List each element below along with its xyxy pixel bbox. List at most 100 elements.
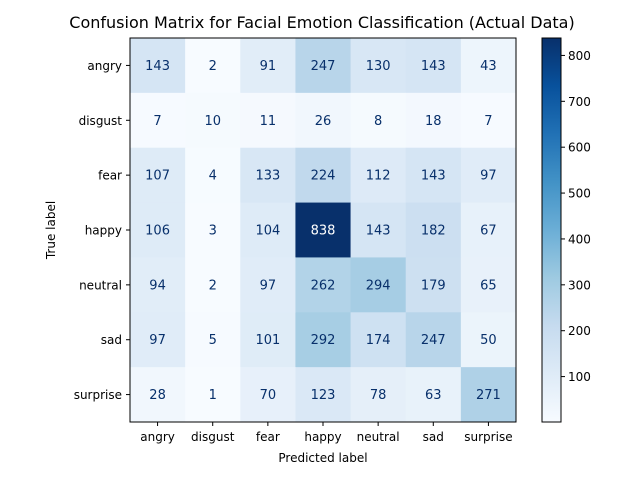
cell-value-label: 112 [366, 169, 391, 184]
cell-value-label: 43 [480, 59, 497, 74]
colorbar-tick-label: 600 [568, 141, 591, 155]
heatmap-cell [185, 38, 241, 94]
colorbar-tick-label: 200 [568, 324, 591, 338]
cell-value-label: 4 [209, 169, 217, 184]
cell-value-label: 271 [476, 388, 501, 403]
x-tick-label: sad [423, 430, 444, 444]
heatmap-cell [185, 257, 241, 313]
cell-value-label: 247 [421, 333, 446, 348]
heatmap-cell [130, 202, 186, 258]
heatmap-cell [405, 257, 462, 313]
heatmap-cell [350, 38, 407, 94]
cell-value-label: 91 [260, 59, 277, 74]
cell-value-label: 7 [153, 114, 161, 129]
heatmap-cell [240, 367, 296, 423]
cell-value-label: 143 [145, 59, 170, 74]
heatmap-cell [405, 367, 462, 423]
colorbar-tick-label: 700 [568, 95, 591, 109]
heatmap-cell [350, 147, 407, 204]
heatmap-cell [240, 38, 296, 94]
heatmap-cell [240, 147, 296, 204]
cell-value-label: 8 [374, 114, 382, 129]
cell-value-label: 224 [311, 169, 336, 184]
cell-value-label: 5 [209, 333, 217, 348]
heatmap-cell [405, 38, 462, 94]
heatmap-cell [405, 92, 462, 149]
cell-value-label: 11 [260, 114, 277, 129]
cell-value-label: 294 [366, 278, 391, 293]
cell-value-label: 292 [311, 333, 336, 348]
heatmap-cell [295, 202, 352, 258]
cell-value-label: 2 [209, 59, 217, 74]
x-axis-label: Predicted label [278, 451, 367, 465]
heatmap-cell [405, 312, 462, 368]
chart-title: Confusion Matrix for Facial Emotion Clas… [69, 13, 574, 32]
cell-value-label: 133 [255, 169, 280, 184]
cell-value-label: 65 [480, 278, 497, 293]
colorbar [541, 37, 562, 423]
cell-value-label: 50 [480, 333, 497, 348]
heatmap-cell [130, 92, 186, 149]
heatmap-cell [350, 367, 407, 423]
heatmap-cell [295, 257, 352, 313]
heatmap-cell [185, 202, 241, 258]
heatmap-cell [185, 147, 241, 204]
cell-value-label: 26 [315, 114, 332, 129]
heatmap-cell [295, 38, 352, 94]
heatmap-cell [295, 367, 352, 423]
heatmap-cell [240, 312, 296, 368]
cell-value-label: 182 [421, 224, 446, 239]
heatmap-cell [130, 312, 186, 368]
heatmap-cell [130, 147, 186, 204]
y-tick-label: sad [101, 333, 122, 347]
heatmap-cell [295, 312, 352, 368]
colorbar-tick-label: 100 [568, 370, 591, 384]
heatmap-cell [460, 38, 517, 94]
cell-value-label: 143 [421, 59, 446, 74]
cell-value-label: 97 [260, 278, 277, 293]
x-tick-label: fear [256, 430, 280, 444]
cell-value-label: 130 [366, 59, 391, 74]
cell-value-label: 7 [484, 114, 492, 129]
heatmap-cell [185, 312, 241, 368]
heatmap-cell [185, 92, 241, 149]
heatmap-cell [460, 147, 517, 204]
heatmap-cell [460, 367, 517, 423]
cell-value-label: 3 [209, 224, 217, 239]
cell-value-label: 262 [311, 278, 336, 293]
heatmap-cell [460, 92, 517, 149]
heatmap-cell [240, 92, 296, 149]
x-tick-label: surprise [464, 430, 512, 444]
cell-value-label: 94 [149, 278, 166, 293]
cell-value-label: 78 [370, 388, 387, 403]
x-axis-ticks: angry disgust fear happy neutral sad surprise [140, 422, 513, 444]
y-tick-label: fear [98, 169, 122, 183]
cell-value-label: 104 [255, 224, 280, 239]
heatmap-cell [350, 202, 407, 258]
y-tick-label: neutral [79, 278, 122, 292]
cell-value-label: 143 [366, 224, 391, 239]
colorbar-tick-label: 500 [568, 187, 591, 201]
x-tick-label: disgust [191, 430, 235, 444]
x-tick-label: happy [304, 430, 341, 444]
cell-value-label: 67 [480, 224, 497, 239]
heatmap-cell [295, 147, 352, 204]
heatmap-cell [295, 92, 352, 149]
y-tick-label: angry [87, 59, 122, 73]
heatmap-cell [240, 257, 296, 313]
cell-value-label: 63 [425, 388, 442, 403]
cell-value-label: 97 [480, 169, 497, 184]
cell-value-label: 18 [425, 114, 442, 129]
heatmap-cell [460, 257, 517, 313]
y-axis-ticks: angry disgust fear happy neutral sad surprise [74, 59, 130, 402]
colorbar-tick-label: 800 [568, 49, 591, 63]
heatmap-cell [405, 147, 462, 204]
cell-value-label: 28 [149, 388, 166, 403]
heatmap-cell [460, 312, 517, 368]
cell-value-label: 106 [145, 224, 170, 239]
y-tick-label: surprise [74, 388, 122, 402]
cell-value-label: 123 [311, 388, 336, 403]
heatmap-cell [350, 92, 407, 149]
